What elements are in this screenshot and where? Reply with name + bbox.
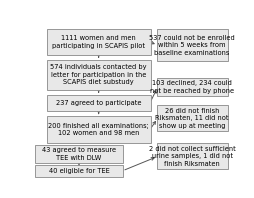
Text: 537 could not be enrolled
within 5 weeks from
baseline examinations: 537 could not be enrolled within 5 weeks…: [149, 35, 235, 56]
Text: 574 individuals contacted by
letter for participation in the
SCAPIS diet substud: 574 individuals contacted by letter for …: [51, 64, 147, 85]
FancyBboxPatch shape: [157, 29, 228, 61]
Text: 1111 women and men
participating in SCAPIS pilot: 1111 women and men participating in SCAP…: [52, 35, 145, 49]
Text: 200 finished all examinations;
102 women and 98 men: 200 finished all examinations; 102 women…: [48, 123, 149, 136]
Text: 26 did not finish
Riksmaten, 11 did not
show up at meeting: 26 did not finish Riksmaten, 11 did not …: [155, 108, 229, 129]
FancyBboxPatch shape: [157, 78, 228, 96]
FancyBboxPatch shape: [157, 143, 228, 169]
FancyBboxPatch shape: [35, 165, 123, 177]
Text: 2 did not collect sufficient
urine samples, 1 did not
finish Riksmaten: 2 did not collect sufficient urine sampl…: [149, 146, 235, 167]
FancyBboxPatch shape: [157, 105, 228, 131]
FancyBboxPatch shape: [35, 145, 123, 163]
FancyBboxPatch shape: [46, 95, 151, 111]
FancyBboxPatch shape: [46, 60, 151, 90]
Text: 40 eligible for TEE: 40 eligible for TEE: [49, 168, 109, 174]
Text: 43 agreed to measure
TEE with DLW: 43 agreed to measure TEE with DLW: [42, 147, 116, 161]
Text: 237 agreed to participate: 237 agreed to participate: [56, 100, 141, 106]
FancyBboxPatch shape: [46, 29, 151, 55]
FancyBboxPatch shape: [46, 116, 151, 143]
Text: 103 declined, 234 could
not be reached by phone: 103 declined, 234 could not be reached b…: [150, 80, 234, 94]
